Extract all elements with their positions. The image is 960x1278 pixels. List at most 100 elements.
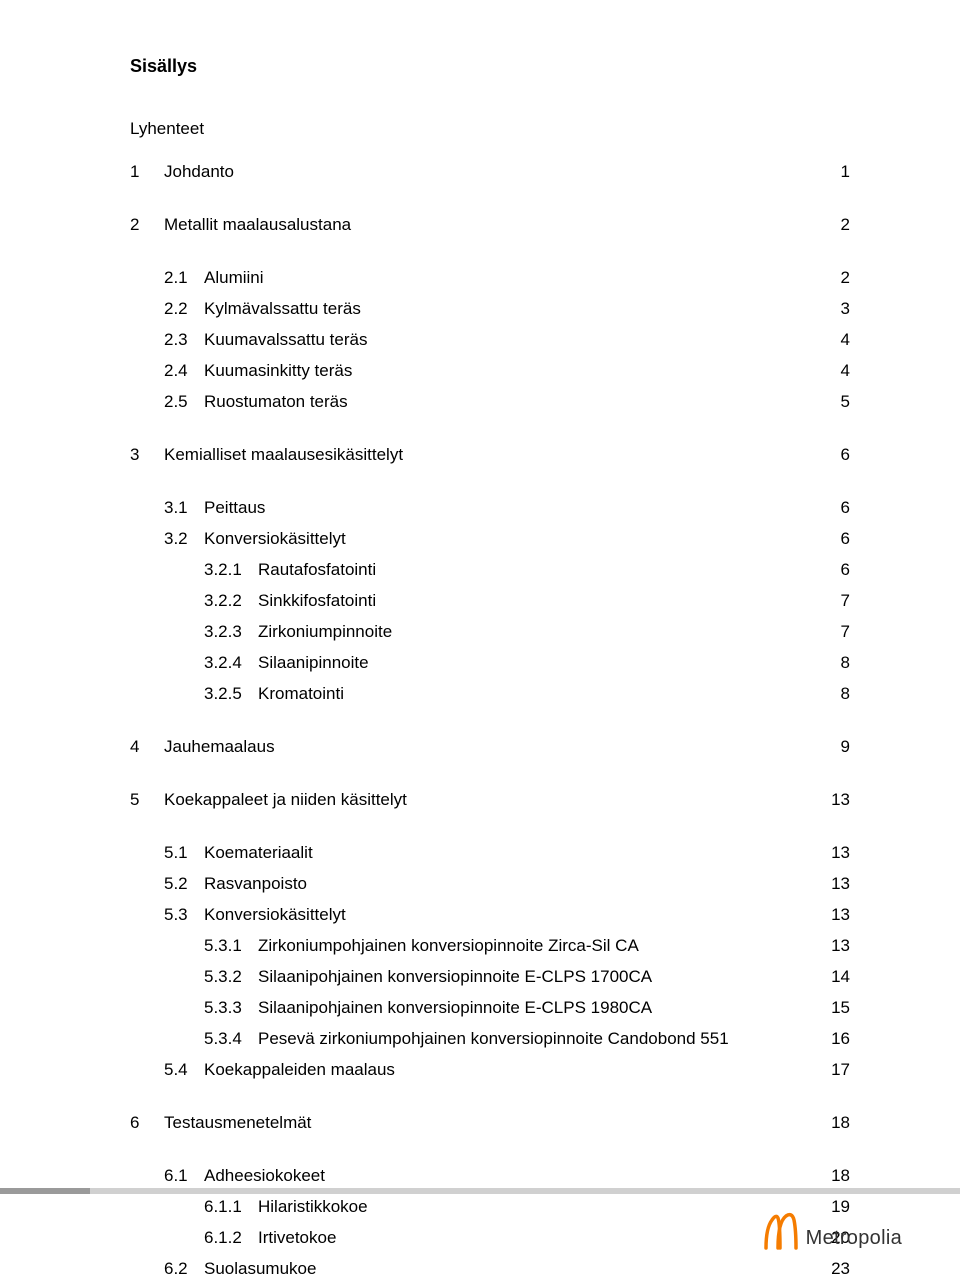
toc-entry: 1Johdanto1 — [130, 163, 850, 180]
toc-entry-page: 13 — [822, 844, 850, 861]
toc-entry-number: 6.1 — [164, 1167, 204, 1184]
toc-entry-label-wrap: 5.3Konversiokäsittelyt — [164, 906, 346, 923]
toc-entry-page: 18 — [822, 1167, 850, 1184]
toc-entry: 2.1Alumiini2 — [130, 269, 850, 286]
toc-entry: 3.2.1Rautafosfatointi6 — [130, 561, 850, 578]
toc-entry-number: 2 — [130, 216, 164, 233]
toc-entry-number: 5.3.2 — [204, 968, 258, 985]
toc-entry-title: Zirkoniumpinnoite — [258, 623, 392, 640]
toc-entry-number: 3.2.1 — [204, 561, 258, 578]
toc-entry: 2.4Kuumasinkitty teräs 4 — [130, 362, 850, 379]
toc-entry: 2.5Ruostumaton teräs 5 — [130, 393, 850, 410]
toc-entry-label-wrap: 2.1Alumiini — [164, 269, 264, 286]
toc-entry-label-wrap: 3.2.3Zirkoniumpinnoite — [204, 623, 392, 640]
toc-entry-label-wrap: 5.1Koemateriaalit — [164, 844, 313, 861]
toc-entry-number: 5.4 — [164, 1061, 204, 1078]
toc-entry-label-wrap: 3.2.4Silaanipinnoite — [204, 654, 369, 671]
toc-entry-number: 1 — [130, 163, 164, 180]
toc-entry-number: 6.1.1 — [204, 1198, 258, 1215]
metropolia-logo-text: Metropolia — [806, 1227, 902, 1250]
toc-entry-number: 5.3.4 — [204, 1030, 258, 1047]
toc-entry-number: 2.4 — [164, 362, 204, 379]
toc-entry-page: 1 — [822, 163, 850, 180]
toc-entry: 6.1Adheesiokokeet 18 — [130, 1167, 850, 1184]
toc-entry-label-wrap: 6.1.2Irtivetokoe — [204, 1229, 336, 1246]
toc-entry-page: 5 — [822, 393, 850, 410]
toc-entry-label-wrap: 3.1Peittaus — [164, 499, 265, 516]
toc-block-gap — [130, 194, 850, 216]
toc-entry-page: 23 — [822, 1260, 850, 1277]
toc-entry-page: 15 — [822, 999, 850, 1016]
toc-entry-title: Zirkoniumpohjainen konversiopinnoite Zir… — [258, 937, 639, 954]
toc-entry-label-wrap: 3.2.5Kromatointi — [204, 685, 344, 702]
toc-entry-number: 5 — [130, 791, 164, 808]
toc-entry-label-wrap: 3.2.1Rautafosfatointi — [204, 561, 376, 578]
toc-entry: 3.2Konversiokäsittelyt6 — [130, 530, 850, 547]
toc-entry: 6Testausmenetelmät18 — [130, 1114, 850, 1131]
toc-entry-title: Konversiokäsittelyt — [204, 530, 346, 547]
toc-entry-page: 16 — [822, 1030, 850, 1047]
toc-entry-label-wrap: 2Metallit maalausalustana — [130, 216, 351, 233]
toc-entry-page: 7 — [822, 592, 850, 609]
toc-entry-label-wrap: 6Testausmenetelmät — [130, 1114, 311, 1131]
toc-entry: 6.2Suolasumukoe23 — [130, 1260, 850, 1277]
table-of-contents: 1Johdanto12Metallit maalausalustana22.1A… — [130, 163, 850, 1277]
toc-entry-label-wrap: 6.1Adheesiokokeet — [164, 1167, 325, 1184]
toc-entry: 5.3.4Pesevä zirkoniumpohjainen konversio… — [130, 1030, 850, 1047]
toc-entry-page: 8 — [822, 685, 850, 702]
toc-entry-label-wrap: 2.5Ruostumaton teräs — [164, 393, 348, 410]
toc-entry-page: 2 — [822, 216, 850, 233]
toc-entry-title: Adheesiokokeet — [204, 1167, 325, 1184]
toc-entry: 3.1Peittaus 6 — [130, 499, 850, 516]
toc-block-gap — [130, 247, 850, 269]
toc-entry: 5.3.3Silaanipohjainen konversiopinnoite … — [130, 999, 850, 1016]
toc-entry-title: Pesevä zirkoniumpohjainen konversiopinno… — [258, 1030, 729, 1047]
toc-entry-label-wrap: 5.4Koekappaleiden maalaus — [164, 1061, 395, 1078]
toc-entry-title: Konversiokäsittelyt — [204, 906, 346, 923]
toc-entry-label-wrap: 6.1.1Hilaristikkokoe — [204, 1198, 368, 1215]
toc-entry: 2.3Kuumavalssattu teräs4 — [130, 331, 850, 348]
toc-entry-number: 5.3 — [164, 906, 204, 923]
toc-entry-page: 6 — [822, 446, 850, 463]
toc-entry-page: 3 — [822, 300, 850, 317]
toc-entry: 6.1.2Irtivetokoe20 — [130, 1229, 850, 1246]
toc-entry-label-wrap: 3.2.2Sinkkifosfatointi — [204, 592, 376, 609]
toc-entry-label-wrap: 2.4Kuumasinkitty teräs — [164, 362, 352, 379]
toc-entry: 4Jauhemaalaus9 — [130, 738, 850, 755]
toc-entry-number: 5.1 — [164, 844, 204, 861]
toc-entry-label-wrap: 5.2Rasvanpoisto — [164, 875, 307, 892]
toc-entry: 3.2.2Sinkkifosfatointi 7 — [130, 592, 850, 609]
toc-entry-number: 5.3.3 — [204, 999, 258, 1016]
toc-entry-title: Alumiini — [204, 269, 264, 286]
toc-entry-number: 6.2 — [164, 1260, 204, 1277]
toc-block-gap — [130, 1145, 850, 1167]
toc-entry-page: 4 — [822, 362, 850, 379]
toc-entry-title: Koekappaleet ja niiden käsittelyt — [164, 791, 407, 808]
toc-entry-page: 14 — [822, 968, 850, 985]
toc-entry: 5.3.2Silaanipohjainen konversiopinnoite … — [130, 968, 850, 985]
toc-entry-page: 17 — [822, 1061, 850, 1078]
toc-entry-title: Kylmävalssattu teräs — [204, 300, 361, 317]
toc-entry-title: Metallit maalausalustana — [164, 216, 351, 233]
metropolia-logo-icon — [762, 1210, 804, 1250]
toc-entry-number: 6.1.2 — [204, 1229, 258, 1246]
toc-entry-page: 13 — [822, 875, 850, 892]
page-title: Sisällys — [130, 56, 850, 77]
toc-block-gap — [130, 1092, 850, 1114]
toc-block-gap — [130, 424, 850, 446]
toc-entry-title: Koemateriaalit — [204, 844, 313, 861]
toc-entry-page: 9 — [822, 738, 850, 755]
toc-block-gap — [130, 477, 850, 499]
toc-entry: 5.3Konversiokäsittelyt13 — [130, 906, 850, 923]
toc-block-gap — [130, 769, 850, 791]
toc-entry-page: 13 — [822, 937, 850, 954]
toc-entry-number: 2.5 — [164, 393, 204, 410]
toc-entry-page: 6 — [822, 499, 850, 516]
toc-entry-label-wrap: 5.3.4Pesevä zirkoniumpohjainen konversio… — [204, 1030, 729, 1047]
toc-entry-title: Kuumasinkitty teräs — [204, 362, 352, 379]
toc-entry-number: 3.2.5 — [204, 685, 258, 702]
toc-entry-page: 6 — [822, 530, 850, 547]
toc-entry-title: Silaanipohjainen konversiopinnoite E-CLP… — [258, 999, 652, 1016]
toc-entry-label-wrap: 5.3.2Silaanipohjainen konversiopinnoite … — [204, 968, 652, 985]
toc-entry: 2.2Kylmävalssattu teräs3 — [130, 300, 850, 317]
